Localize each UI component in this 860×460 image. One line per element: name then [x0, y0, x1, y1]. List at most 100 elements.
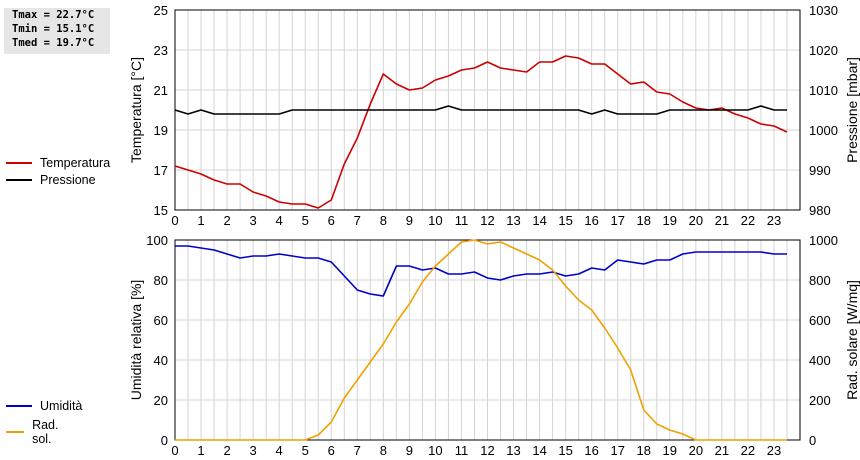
x-tick-label: 10 — [428, 213, 442, 228]
x-tick-label: 14 — [532, 213, 546, 228]
x-tick-label: 5 — [302, 213, 309, 228]
y-tick-label-right: 1000 — [809, 233, 838, 248]
legend-item-pressione: Pressione — [6, 171, 110, 188]
y-tick-label-right: 200 — [809, 393, 831, 408]
series-line-umidit — [175, 245, 787, 297]
y-tick-label-right: 1010 — [809, 83, 838, 98]
x-tick-label: 19 — [663, 443, 677, 458]
x-tick-label: 7 — [354, 443, 361, 458]
x-tick-label: 11 — [455, 213, 469, 228]
legend-swatch-pressione — [6, 178, 32, 181]
x-tick-label: 1 — [197, 443, 204, 458]
legend-swatch-umidita — [6, 404, 32, 407]
y-tick-label-left: 15 — [154, 203, 168, 218]
x-tick-label: 0 — [171, 443, 178, 458]
x-tick-label: 21 — [715, 213, 729, 228]
y-tick-label-left: 19 — [154, 123, 168, 138]
x-tick-label: 23 — [767, 213, 781, 228]
legend-label-temperatura: Temperatura — [40, 155, 111, 170]
y-tick-label-right: 600 — [809, 313, 831, 328]
plot-frame — [174, 239, 801, 441]
y-tick-label-right: 980 — [809, 203, 831, 218]
x-tick-label: 2 — [223, 213, 230, 228]
x-tick-label: 9 — [406, 443, 413, 458]
x-tick-label: 7 — [354, 213, 361, 228]
x-tick-label: 8 — [380, 213, 387, 228]
y-axis-title-left: Temperatura [°C] — [128, 57, 144, 163]
y-tick-label-left: 25 — [154, 3, 168, 18]
legend-label-pressione: Pressione — [40, 172, 96, 187]
x-tick-label: 18 — [637, 213, 651, 228]
y-tick-label-left: 40 — [154, 353, 168, 368]
x-tick-label: 18 — [637, 443, 651, 458]
series-line-pressione — [174, 105, 787, 115]
stat-tmin: Tmin = 15.1°C — [12, 23, 95, 35]
x-tick-label: 6 — [328, 443, 335, 458]
x-tick-label: 14 — [532, 443, 546, 458]
x-tick-label: 13 — [506, 443, 520, 458]
stat-tmed: Tmed = 19.7°C — [12, 37, 95, 49]
y-tick-label-right: 1000 — [809, 123, 838, 138]
x-tick-label: 20 — [689, 213, 703, 228]
x-tick-label: 1 — [197, 213, 204, 228]
x-tick-label: 21 — [715, 443, 729, 458]
y-tick-label-right: 1020 — [809, 43, 838, 58]
y-tick-label-right: 990 — [809, 163, 831, 178]
legend-swatch-temperatura — [6, 161, 32, 164]
x-tick-label: 22 — [741, 443, 755, 458]
y-tick-label-left: 20 — [154, 393, 168, 408]
x-tick-label: 11 — [455, 443, 469, 458]
legend-item-radsol: Rad. sol. — [6, 418, 66, 446]
y-tick-label-right: 1030 — [809, 3, 838, 18]
y-axis-title-right: Pressione [mbar] — [844, 57, 860, 163]
legend-item-umidita: Umidità — [6, 397, 82, 414]
stat-tmax: Tmax = 22.7°C — [12, 9, 95, 21]
x-tick-label: 8 — [380, 443, 387, 458]
y-axis-title-left: Umidità relativa [%] — [128, 280, 144, 401]
x-tick-label: 0 — [171, 213, 178, 228]
legend-label-umidita: Umidità — [40, 398, 83, 413]
legend-swatch-radsol — [6, 430, 25, 433]
x-tick-label: 16 — [584, 213, 598, 228]
x-tick-label: 19 — [663, 213, 677, 228]
y-tick-label-right: 0 — [809, 433, 816, 448]
x-tick-label: 20 — [689, 443, 703, 458]
y-tick-label-left: 100 — [146, 233, 168, 248]
x-tick-label: 17 — [610, 213, 624, 228]
y-axis-title-right: Rad. solare [W/mq] — [844, 280, 860, 400]
x-tick-label: 16 — [584, 443, 598, 458]
x-tick-label: 22 — [741, 213, 755, 228]
x-tick-label: 23 — [767, 443, 781, 458]
series-line-temperatura — [174, 55, 788, 209]
y-tick-label-left: 23 — [154, 43, 168, 58]
x-tick-label: 9 — [406, 213, 413, 228]
legend-top: Temperatura Pressione — [6, 154, 110, 188]
y-tick-label-left: 80 — [154, 273, 168, 288]
x-tick-label: 15 — [558, 213, 572, 228]
x-tick-label: 2 — [223, 443, 230, 458]
x-tick-label: 3 — [250, 443, 257, 458]
series-line-rad-sol — [175, 239, 787, 441]
y-tick-label-left: 21 — [154, 83, 168, 98]
legend-item-temperatura: Temperatura — [6, 154, 110, 171]
y-tick-label-right: 400 — [809, 353, 831, 368]
x-tick-label: 6 — [328, 213, 335, 228]
y-tick-label-left: 0 — [161, 433, 168, 448]
x-tick-label: 13 — [506, 213, 520, 228]
y-tick-label-left: 60 — [154, 313, 168, 328]
x-tick-label: 12 — [480, 443, 494, 458]
x-tick-label: 4 — [276, 443, 283, 458]
x-tick-label: 12 — [480, 213, 494, 228]
x-tick-label: 10 — [428, 443, 442, 458]
x-tick-label: 3 — [250, 213, 257, 228]
x-tick-label: 15 — [558, 443, 572, 458]
y-tick-label-right: 800 — [809, 273, 831, 288]
legend-label-radsol: Rad. sol. — [32, 417, 59, 446]
x-tick-label: 5 — [302, 443, 309, 458]
x-tick-label: 4 — [276, 213, 283, 228]
stats-box: Tmax = 22.7°C Tmin = 15.1°C Tmed = 19.7°… — [4, 8, 110, 54]
x-tick-label: 17 — [610, 443, 624, 458]
